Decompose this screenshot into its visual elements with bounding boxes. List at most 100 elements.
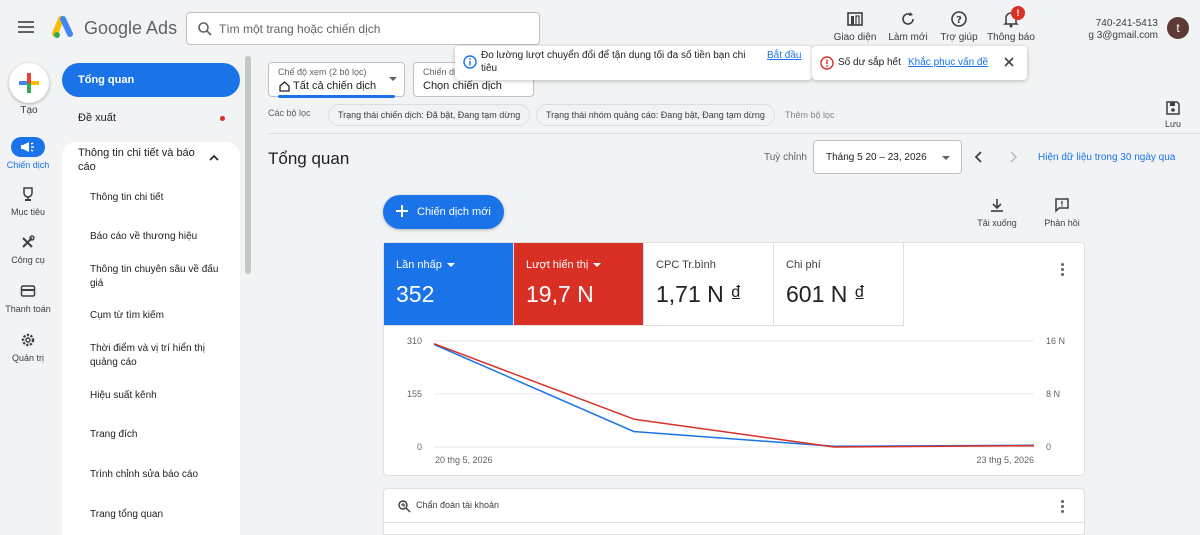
recommendations-dot — [220, 116, 225, 121]
new-campaign-label: Chiến dịch mới — [417, 206, 491, 218]
date-range-picker[interactable]: Tháng 5 20 – 23, 2026 — [813, 140, 962, 174]
trophy-icon — [23, 187, 33, 201]
rail-item-campaigns[interactable]: Chiến dịch — [0, 137, 56, 170]
info-icon — [463, 55, 477, 69]
caret-down-icon — [593, 263, 602, 267]
metric-clicks-value: 352 — [396, 281, 435, 307]
show-last-30-days-link[interactable]: Hiện dữ liệu trong 30 ngày qua — [1038, 152, 1176, 163]
chevron-left-icon[interactable] — [970, 148, 988, 166]
performance-chart: 310 16 N 155 8 N 0 0 20 thg 5, 2026 23 thg 5, 2… — [407, 336, 1065, 465]
home-icon — [279, 81, 290, 92]
search-box[interactable] — [186, 12, 540, 45]
nav-subitem-dashboards[interactable]: Trang tổng quan — [90, 509, 164, 520]
campaign-selector-value: Chọn chiến dịch — [423, 80, 502, 92]
metric-impressions[interactable]: Lượt hiển thị 19,7 N — [514, 243, 644, 326]
refresh-button[interactable]: Làm mới — [880, 10, 936, 43]
help-button[interactable]: ? Trợ giúp — [931, 10, 987, 43]
nav-subitem-auction-insights[interactable]: Thông tin chuyên sâu về đấu giá — [90, 264, 219, 289]
google-ads-logo — [52, 16, 73, 38]
nav-subitem-landing-pages[interactable]: Trang đích — [90, 429, 138, 440]
help-label: Trợ giúp — [940, 32, 978, 43]
more-options-icon[interactable] — [1057, 261, 1067, 277]
info-banner: Đo lường lượt chuyển đổi để tận dụng tối… — [455, 46, 812, 80]
rail-label-goals: Mục tiêu — [10, 207, 45, 217]
nav-scrollbar[interactable] — [245, 56, 251, 274]
help-icon: ? — [951, 11, 967, 27]
rail-item-admin[interactable]: Quản trị — [0, 330, 56, 363]
feedback-button[interactable]: Phản hồi — [1032, 197, 1092, 228]
chevron-up-icon[interactable] — [208, 152, 220, 164]
save-view-button[interactable]: Lưu — [1160, 100, 1186, 129]
filter-chip-campaign-status[interactable]: Trạng thái chiến dịch: Đã bật, Đang tạm … — [328, 104, 531, 126]
error-banner-fix-link[interactable]: Khắc phục vấn đề — [908, 57, 989, 68]
main-menu-button[interactable] — [18, 18, 38, 38]
megaphone-icon — [21, 142, 34, 152]
svg-text:?: ? — [956, 15, 962, 26]
metric-cost[interactable]: Chi phí 601 N ₫ — [774, 243, 904, 326]
info-banner-start-link[interactable]: Bắt đầu — [767, 50, 802, 61]
avatar[interactable]: t — [1167, 17, 1189, 39]
download-label: Tải xuống — [977, 218, 1017, 228]
view-selector-underline — [278, 95, 395, 98]
performance-card: Lần nhấp 352 Lượt hiển thị 19,7 N CPC Tr… — [383, 242, 1085, 476]
chevron-right-icon[interactable] — [1004, 148, 1022, 166]
y-right-tick-label: 16 N — [1046, 336, 1065, 346]
rail-label-campaigns: Chiến dịch — [6, 160, 50, 170]
appearance-icon — [847, 12, 863, 26]
rail-item-goals[interactable]: Mục tiêu — [0, 184, 56, 217]
rail-label-billing: Thanh toán — [5, 304, 51, 314]
view-selector-caption: Chế độ xem (2 bộ lọc) — [278, 67, 367, 77]
nav-item-overview[interactable]: Tổng quan — [62, 63, 240, 97]
metric-cost-label: Chi phí — [786, 259, 821, 271]
refresh-label: Làm mới — [888, 32, 928, 43]
rail-label-admin: Quản trị — [11, 353, 44, 363]
new-campaign-button[interactable]: Chiến dịch mới — [383, 195, 504, 229]
nav-subitem-search-terms[interactable]: Cụm từ tìm kiếm — [90, 310, 164, 321]
y-right-tick-label: 8 N — [1046, 389, 1060, 399]
gear-icon — [21, 333, 35, 347]
nav-subitem-when-where[interactable]: Thời điểm và vị trí hiển thị quảng cáo — [90, 343, 205, 368]
search-input[interactable] — [219, 13, 529, 44]
download-button[interactable]: Tải xuống — [967, 197, 1027, 228]
filter-chip-adgroup-status[interactable]: Trạng thái nhóm quảng cáo: Đang bật, Đan… — [536, 104, 775, 126]
metric-avg-cpc-value: 1,71 N ₫ — [656, 281, 742, 307]
save-label: Lưu — [1164, 119, 1182, 129]
x-tick-label: 23 thg 5, 2026 — [976, 455, 1034, 465]
nav-section-panel — [62, 142, 240, 535]
feedback-icon — [1055, 198, 1069, 213]
nav-subitem-insights[interactable]: Thông tin chi tiết — [90, 192, 164, 203]
view-selector[interactable]: Chế độ xem (2 bộ lọc) Tất cả chiến dịch — [268, 62, 405, 97]
rail-item-tools[interactable]: Công cụ — [0, 232, 56, 265]
metric-clicks-label: Lần nhấp — [396, 259, 442, 271]
error-banner-text: Số dư sắp hết — [838, 57, 901, 68]
diagnostics-card: Chẩn đoán tài khoản — [383, 488, 1085, 535]
more-options-icon[interactable] — [1057, 498, 1067, 514]
metric-avg-cpc[interactable]: CPC Tr.bình 1,71 N ₫ — [644, 243, 774, 326]
series-line — [433, 342, 1035, 448]
refresh-icon — [902, 12, 914, 25]
create-button[interactable] — [9, 63, 49, 103]
account-email: g 3@gmail.com — [1088, 30, 1158, 41]
tools-icon — [22, 235, 35, 248]
add-filter-button[interactable]: Thêm bộ lọc — [785, 110, 835, 120]
download-icon — [991, 199, 1003, 212]
account-phone: 740-241-5413 — [1095, 18, 1158, 29]
y-left-tick-label: 155 — [407, 389, 422, 399]
nav-subitem-brand-report[interactable]: Báo cáo về thương hiệu — [90, 231, 198, 242]
nav-subitem-channel-performance[interactable]: Hiệu suất kênh — [90, 390, 157, 401]
close-icon[interactable] — [1003, 56, 1015, 68]
metric-impressions-value: 19,7 N — [526, 281, 594, 307]
notification-badge: ! — [1011, 6, 1025, 20]
campaign-selector-caption: Chiến dịch — [423, 67, 466, 77]
rail-item-billing[interactable]: Thanh toán — [0, 281, 56, 314]
app-title: Google Ads — [84, 18, 178, 38]
nav-subitem-report-editor[interactable]: Trình chỉnh sửa báo cáo — [90, 469, 199, 480]
y-left-tick-label: 0 — [417, 442, 422, 452]
nav-item-recommendations[interactable]: Đề xuất — [78, 112, 116, 124]
date-custom-label: Tuỳ chỉnh — [764, 152, 807, 163]
date-range-value: Tháng 5 20 – 23, 2026 — [826, 152, 927, 163]
metric-clicks[interactable]: Lần nhấp 352 — [384, 243, 514, 326]
appearance-button[interactable]: Giao diện — [827, 10, 883, 43]
nav-section-insights[interactable]: Thông tin chi tiết và báo cáo — [78, 147, 195, 173]
create-label: Tạo — [20, 105, 38, 116]
